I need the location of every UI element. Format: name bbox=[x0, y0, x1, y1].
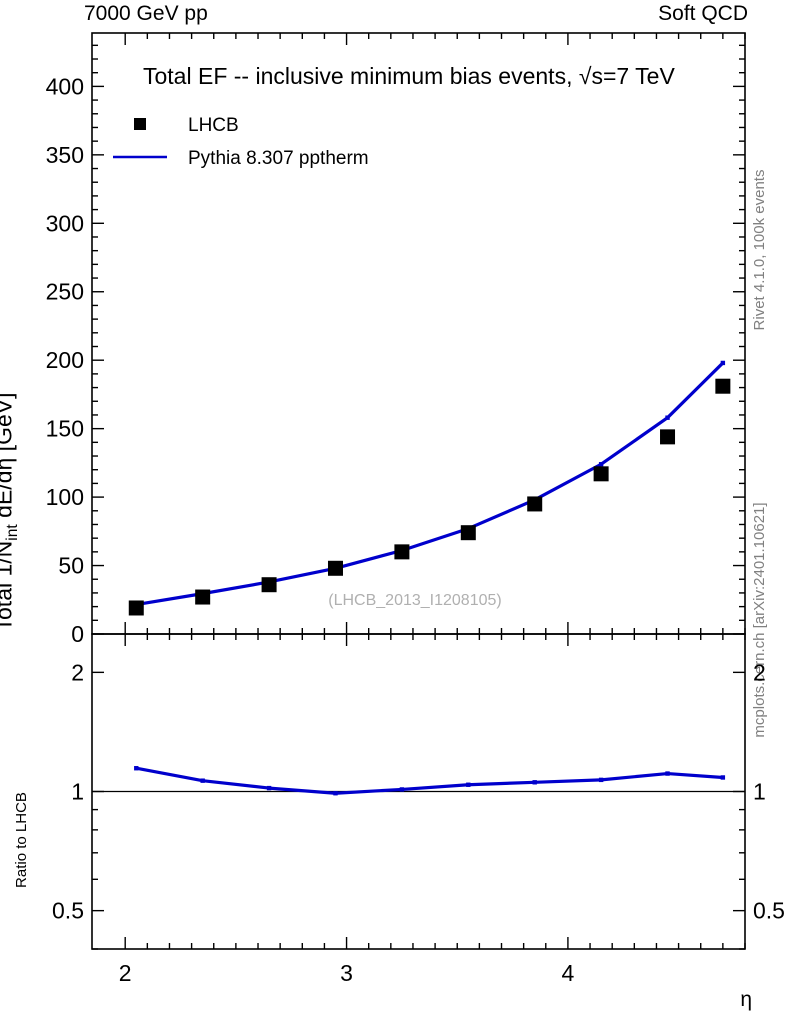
y-axis-tick-label: 250 bbox=[46, 279, 84, 305]
data-marker bbox=[460, 525, 476, 541]
ratio-point bbox=[665, 771, 670, 776]
x-axis-tick-label: 2 bbox=[119, 960, 132, 986]
ratio-curve bbox=[135, 766, 723, 795]
mc-curve-main bbox=[136, 361, 724, 607]
x-axis-tick-label: 3 bbox=[340, 960, 353, 986]
data-marker bbox=[715, 378, 731, 394]
y-axis-tick-label: 100 bbox=[46, 484, 84, 510]
data-marker bbox=[128, 600, 144, 616]
y-axis-tick-label: 400 bbox=[46, 73, 84, 99]
header-beam-info: 7000 GeV pp bbox=[84, 2, 208, 25]
mc-point-main bbox=[665, 415, 670, 420]
data-marker bbox=[195, 589, 211, 605]
data-marker bbox=[660, 429, 676, 445]
data-marker bbox=[327, 560, 343, 576]
y-axis-tick-label: 300 bbox=[46, 210, 84, 236]
ratio-y-axis-tick-label: 0.5 bbox=[52, 898, 84, 924]
ratio-y-axis-tick-label-right: 0.5 bbox=[753, 898, 785, 924]
plot-title: Total EF -- inclusive minimum bias event… bbox=[143, 63, 675, 89]
ratio-point bbox=[266, 785, 272, 791]
x-axis-label: η bbox=[740, 988, 752, 1011]
mc-point-main bbox=[598, 462, 604, 467]
ratio-point bbox=[333, 791, 338, 796]
mc-point-main bbox=[720, 360, 726, 366]
dataset-watermark: (LHCB_2013_I1208105) bbox=[328, 592, 501, 609]
legend-marker-data bbox=[134, 118, 146, 130]
ratio-point bbox=[720, 775, 726, 780]
data-marker bbox=[261, 577, 277, 593]
ratio-point bbox=[598, 777, 604, 783]
ratio-point bbox=[200, 778, 205, 783]
y-axis-tick-label: 350 bbox=[46, 142, 84, 168]
y-axis-tick-label: 150 bbox=[46, 416, 84, 442]
ratio-point bbox=[399, 787, 405, 792]
y-axis-tick-label: 50 bbox=[58, 553, 84, 579]
legend-label: Pythia 8.307 pptherm bbox=[188, 148, 369, 169]
ratio-y-axis-tick-label-right: 1 bbox=[753, 779, 766, 805]
ratio-y-axis-tick-label: 2 bbox=[71, 659, 84, 685]
x-axis-tick-label: 4 bbox=[562, 960, 575, 986]
header-process-info: Soft QCD bbox=[658, 2, 748, 25]
ratio-point bbox=[532, 780, 537, 785]
ratio-y-axis-tick-label: 1 bbox=[71, 779, 84, 805]
y-axis-tick-label: 0 bbox=[71, 621, 84, 647]
data-marker bbox=[593, 466, 609, 482]
data-marker bbox=[527, 496, 543, 512]
ratio-point bbox=[466, 782, 471, 787]
data-marker bbox=[394, 544, 410, 560]
ratio-point bbox=[134, 766, 139, 771]
ratio-y-axis-tick-label-right: 2 bbox=[753, 659, 766, 685]
legend-label: LHCB bbox=[188, 115, 239, 136]
y-axis-tick-label: 200 bbox=[46, 347, 84, 373]
